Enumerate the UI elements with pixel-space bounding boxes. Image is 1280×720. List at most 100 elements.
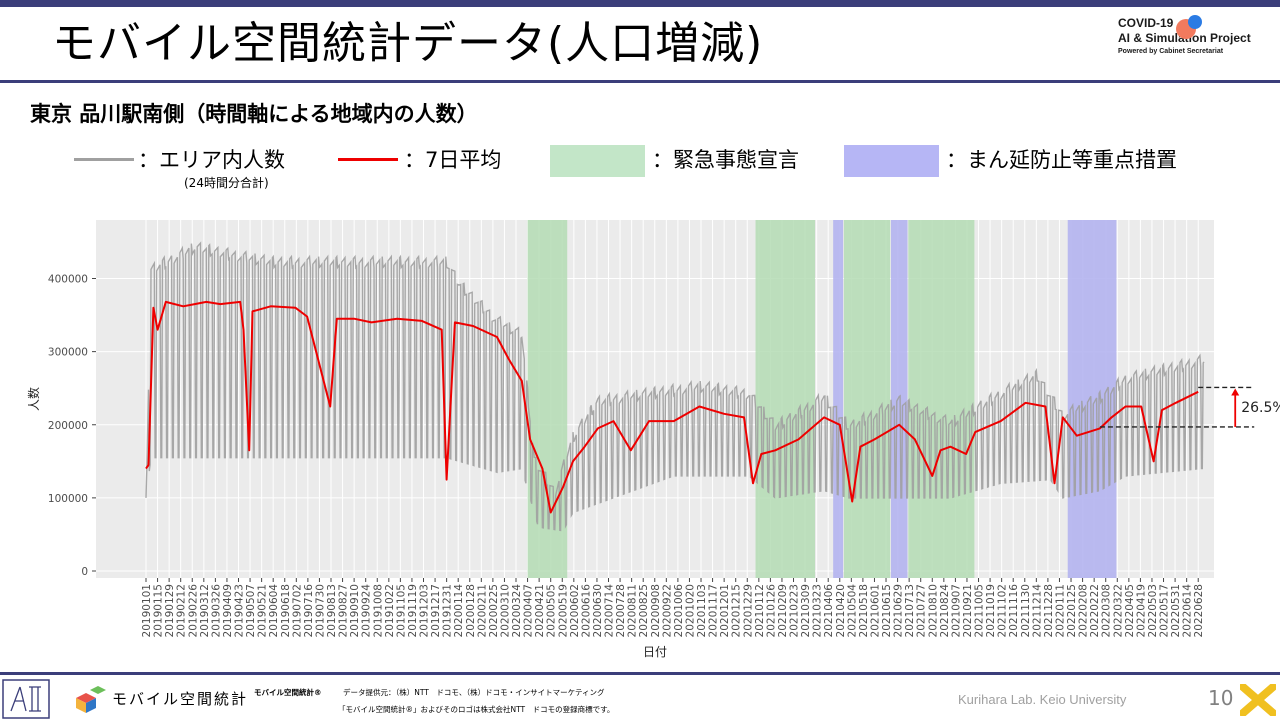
x-tick-label: 20191217 bbox=[430, 584, 442, 637]
x-tick-label: 20210309 bbox=[800, 584, 812, 637]
x-axis-title: 日付 bbox=[643, 645, 667, 659]
x-tick-label: 20201215 bbox=[731, 584, 743, 637]
x-tick-label: 20220531 bbox=[1170, 584, 1182, 637]
x-tick-label: 20190507 bbox=[245, 584, 257, 637]
x-tick-label: 20200825 bbox=[638, 584, 650, 637]
x-tick-label: 20220111 bbox=[1054, 584, 1066, 637]
x-tick-label: 20201229 bbox=[742, 584, 754, 637]
priority-band bbox=[890, 220, 908, 578]
x-tick-label: 20220628 bbox=[1193, 584, 1205, 637]
x-tick-label: 20210323 bbox=[812, 584, 824, 637]
x-tick-label: 20210810 bbox=[927, 584, 939, 637]
top-accent-bar bbox=[0, 0, 1280, 7]
x-tick-label: 20201006 bbox=[673, 584, 685, 638]
y-tick-label: 100000 bbox=[48, 493, 88, 505]
x-tick-label: 20220517 bbox=[1159, 584, 1171, 637]
corner-x-icon bbox=[1240, 684, 1276, 716]
x-tick-label: 20200908 bbox=[650, 584, 662, 637]
x-tick-label: 20211228 bbox=[1043, 584, 1055, 637]
x-tick-label: 20190702 bbox=[291, 584, 303, 637]
x-tick-label: 20201117 bbox=[708, 584, 720, 637]
x-tick-label: 20211130 bbox=[1020, 584, 1032, 637]
y-tick-label: 0 bbox=[81, 566, 88, 578]
x-tick-label: 20200630 bbox=[592, 584, 604, 637]
x-tick-label: 20210406 bbox=[823, 584, 835, 638]
x-tick-label: 20200324 bbox=[511, 584, 523, 638]
y-tick-label: 300000 bbox=[48, 347, 88, 359]
y-axis-title: 人数 bbox=[26, 387, 41, 411]
x-tick-label: 20220405 bbox=[1124, 584, 1136, 637]
x-tick-label: 20190212 bbox=[176, 584, 188, 637]
x-tick-label: 20220308 bbox=[1101, 584, 1113, 637]
project-logo: COVID-19 AI & Simulation Project Powered… bbox=[1118, 15, 1278, 72]
x-tick-label: 20190326 bbox=[210, 584, 222, 638]
x-tick-label: 20220614 bbox=[1182, 584, 1194, 638]
x-tick-label: 20190813 bbox=[326, 584, 338, 637]
x-tick-label: 20190827 bbox=[338, 584, 350, 637]
x-tick-label: 20220125 bbox=[1066, 584, 1078, 637]
x-tick-label: 20200407 bbox=[523, 584, 535, 637]
x-tick-label: 20211102 bbox=[997, 584, 1009, 637]
x-tick-label: 20220419 bbox=[1135, 584, 1147, 637]
x-tick-label: 20200421 bbox=[534, 584, 546, 637]
priority-band bbox=[1067, 220, 1117, 578]
x-tick-label: 20200922 bbox=[661, 584, 673, 637]
page-title: モバイル空間統計データ(人口増減) bbox=[52, 18, 764, 69]
x-tick-label: 20210420 bbox=[835, 584, 847, 637]
x-tick-label: 20200811 bbox=[627, 584, 639, 637]
x-tick-label: 20190409 bbox=[222, 584, 234, 637]
annotation-label: 26.5% bbox=[1241, 400, 1280, 416]
x-tick-label: 20191105 bbox=[395, 584, 407, 637]
emergency-band bbox=[755, 220, 815, 578]
legend-priority: ：まん延防止等重点措置 bbox=[946, 148, 1177, 172]
footer-divider bbox=[0, 672, 1280, 675]
lab-credit: Kurihara Lab. Keio University bbox=[958, 692, 1127, 707]
mobile-spatial-logo-icon bbox=[76, 686, 106, 713]
lab-logo-icon bbox=[2, 679, 50, 719]
x-tick-label: 20191008 bbox=[372, 584, 384, 637]
footer-trademark: 「モバイル空間統計®」およびそのロゴは株式会社NTT ドコモの登録商標です。 bbox=[338, 705, 615, 714]
x-tick-label: 20190226 bbox=[187, 584, 199, 638]
x-tick-label: 20210824 bbox=[939, 584, 951, 638]
footer-app-name: モバイル空間統計 bbox=[112, 690, 249, 708]
title-divider bbox=[0, 80, 1280, 83]
x-tick-label: 20210126 bbox=[765, 584, 777, 638]
x-tick-label: 20201201 bbox=[719, 584, 731, 637]
x-tick-label: 20190101 bbox=[141, 584, 153, 637]
annotation-arrow-head bbox=[1231, 388, 1240, 396]
legend-priority-swatch bbox=[844, 145, 939, 177]
x-tick-label: 20210713 bbox=[904, 584, 916, 637]
x-tick-label: 20191119 bbox=[407, 584, 419, 637]
x-tick-label: 20220322 bbox=[1112, 584, 1124, 637]
x-tick-label: 20210518 bbox=[858, 584, 870, 637]
x-tick-label: 20210629 bbox=[893, 584, 905, 637]
x-tick-label: 20210504 bbox=[846, 584, 858, 638]
x-tick-label: 20191231 bbox=[442, 584, 454, 637]
y-tick-label: 400000 bbox=[48, 274, 88, 286]
x-tick-label: 20210907 bbox=[950, 584, 962, 637]
emergency-band bbox=[908, 220, 975, 578]
x-tick-label: 20211019 bbox=[985, 584, 997, 637]
x-tick-label: 20220222 bbox=[1089, 584, 1101, 637]
x-tick-label: 20200602 bbox=[569, 584, 581, 637]
x-tick-label: 20210209 bbox=[777, 584, 789, 637]
x-tick-label: 20210615 bbox=[881, 584, 893, 637]
x-tick-label: 20191203 bbox=[419, 584, 431, 637]
legend-gray-line-swatch bbox=[74, 158, 134, 161]
chart-subtitle: 東京 品川駅南側（時間軸による地域内の人数） bbox=[30, 102, 478, 126]
emergency-band bbox=[843, 220, 891, 578]
x-tick-label: 20200714 bbox=[604, 584, 616, 638]
legend-area-people: ：エリア内人数 bbox=[138, 148, 285, 172]
x-tick-label: 20210727 bbox=[916, 584, 928, 637]
x-tick-label: 20190604 bbox=[268, 584, 280, 638]
population-chart: 0 100000 200000 300000 400000 20190101 2019011… bbox=[26, 220, 1280, 659]
x-tick-label: 20190924 bbox=[361, 584, 373, 638]
x-tick-label: 20220503 bbox=[1147, 584, 1159, 637]
x-tick-label: 20211214 bbox=[1031, 584, 1043, 638]
x-tick-label: 20211116 bbox=[1008, 584, 1020, 638]
priority-band bbox=[833, 220, 844, 578]
x-tick-label: 20200505 bbox=[546, 584, 558, 637]
x-tick-label: 20190618 bbox=[280, 584, 292, 637]
x-tick-label: 20200114 bbox=[453, 584, 465, 638]
series-area-people-line bbox=[145, 241, 1205, 532]
